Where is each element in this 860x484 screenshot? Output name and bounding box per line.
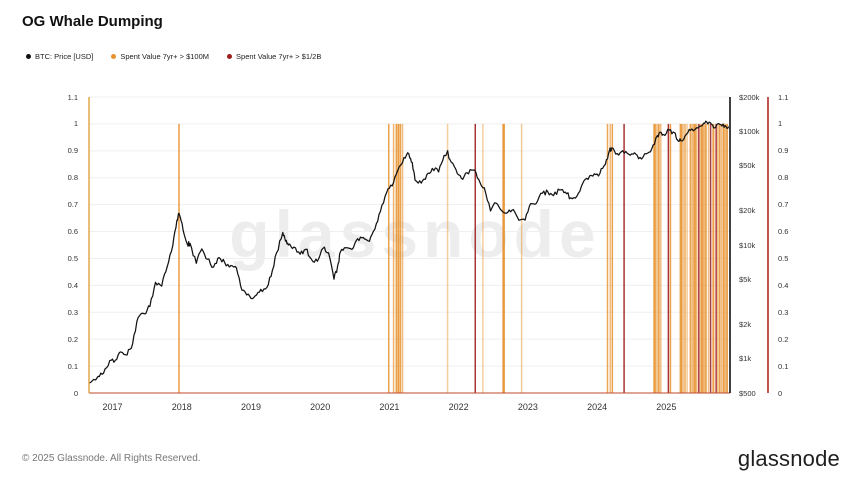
price-axis-tick-label: $50k <box>739 160 756 170</box>
glassnode-logo: glassnode <box>737 446 840 471</box>
x-axis-tick-label: 2024 <box>587 402 608 412</box>
price-axis-tick-label: $500 <box>739 388 756 398</box>
legend-label: BTC: Price [USD] <box>35 52 94 61</box>
x-axis-tick-label: 2023 <box>517 402 538 412</box>
far-right-axis-tick-label: 0.3 <box>778 307 789 317</box>
far-right-axis-tick-label: 1 <box>778 119 783 129</box>
left-axis-tick-label: 0.8 <box>67 173 78 183</box>
far-right-axis-tick-label: 0.5 <box>778 253 789 263</box>
far-right-axis-tick-label: 0.6 <box>778 227 789 237</box>
price-axis-tick-label: $1k <box>739 354 752 364</box>
copyright-text: © 2025 Glassnode. All Rights Reserved. <box>22 453 201 464</box>
price-axis-tick-label: $20k <box>739 206 756 216</box>
left-axis-tick-label: 1 <box>73 119 78 129</box>
far-right-axis-tick-label: 0.4 <box>778 280 789 290</box>
x-axis-tick-label: 2021 <box>379 402 400 412</box>
left-axis-tick-label: 0.9 <box>67 146 78 156</box>
price-axis-tick-label: $100k <box>739 126 760 136</box>
x-axis-tick-label: 2017 <box>102 402 123 412</box>
legend-item[interactable]: Spent Value 7yr+ > $1/2B <box>227 52 321 61</box>
far-right-axis-tick-label: 0.2 <box>778 334 789 344</box>
price-axis-tick-label: $10k <box>739 240 756 250</box>
legend-label: Spent Value 7yr+ > $1/2B <box>236 52 322 61</box>
x-axis-tick-label: 2022 <box>448 402 469 412</box>
legend-dot-icon <box>111 54 117 59</box>
far-right-axis-tick-label: 0.9 <box>778 146 789 156</box>
far-right-axis-tick-label: 0.7 <box>778 200 789 210</box>
left-axis-tick-label: 0.7 <box>67 200 78 210</box>
left-axis-tick-label: 0.1 <box>67 361 78 371</box>
x-axis-tick-label: 2020 <box>310 402 331 412</box>
x-axis-tick-label: 2019 <box>240 402 261 412</box>
left-axis-tick-label: 0.2 <box>67 334 78 344</box>
far-right-axis-tick-label: 0.1 <box>778 361 789 371</box>
left-axis-tick-label: 0.4 <box>67 280 78 290</box>
far-right-axis-tick-label: 0 <box>778 388 783 398</box>
left-axis-tick-label: 0 <box>73 388 78 398</box>
btc-price-line <box>88 120 730 384</box>
left-axis-tick-label: 0.6 <box>67 227 78 237</box>
price-axis-tick-label: $2k <box>739 320 752 329</box>
price-axis-tick-label: $200k <box>739 92 760 102</box>
legend: BTC: Price [USD] Spent Value 7yr+ > $100M… <box>26 52 321 61</box>
left-axis-tick-label: 0.5 <box>67 253 78 263</box>
price-axis-tick-label: $5k <box>739 274 752 284</box>
legend-label: Spent Value 7yr+ > $100M <box>120 52 210 61</box>
left-axis-tick-label: 1.1 <box>67 92 78 102</box>
x-axis-tick-label: 2025 <box>656 402 677 412</box>
legend-dot-icon <box>26 54 31 59</box>
x-axis-tick-label: 2018 <box>171 402 192 412</box>
chart-title: OG Whale Dumping <box>22 13 163 30</box>
far-right-axis-tick-label: 0.8 <box>778 173 789 183</box>
legend-dot-icon <box>227 54 233 59</box>
legend-item[interactable]: BTC: Price [USD] <box>26 52 93 61</box>
far-right-axis-tick-label: 1.1 <box>778 92 789 102</box>
left-axis-tick-label: 0.3 <box>67 307 78 317</box>
legend-item[interactable]: Spent Value 7yr+ > $100M <box>111 52 209 61</box>
